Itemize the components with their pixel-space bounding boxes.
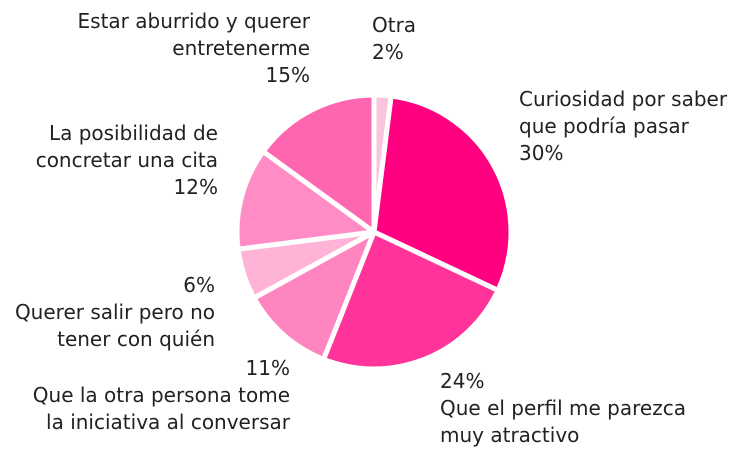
category-label: Estar aburrido y querer entretenerme xyxy=(77,9,310,60)
value-label: 15% xyxy=(265,63,310,87)
slice-label: La posibilidad de concretar una cita 12% xyxy=(0,120,218,201)
slice-label: 11% Que la otra persona tome la iniciativ… xyxy=(28,355,290,436)
value-label: 2% xyxy=(372,40,404,64)
category-label: Querer salir pero no tener con quién xyxy=(14,300,215,351)
category-label: Que la otra persona tome la iniciativa a… xyxy=(32,383,290,434)
category-label: Que el perfil me parezca muy atractivo xyxy=(440,396,686,447)
value-label: 24% xyxy=(440,369,485,393)
category-label: Curiosidad por saber que podría pasar xyxy=(519,87,728,138)
pie-slice xyxy=(371,93,514,293)
slice-label: Estar aburrido y querer entretenerme 15% xyxy=(65,8,310,89)
slice-label: Curiosidad por saber que podría pasar 30% xyxy=(519,86,749,167)
slice-label: 6% Querer salir pero no tener con quién xyxy=(0,272,215,353)
value-label: 11% xyxy=(245,356,290,380)
value-label: 12% xyxy=(173,175,218,199)
category-label: La posibilidad de concretar una cita xyxy=(35,121,218,172)
pie-slice xyxy=(234,148,377,252)
slice-label: 24% Que el perfil me parezca muy atractiv… xyxy=(440,368,702,449)
pie-slice xyxy=(251,229,377,362)
category-label: Otra xyxy=(372,13,417,37)
pie-slice xyxy=(260,92,377,235)
value-label: 6% xyxy=(183,273,215,297)
slice-label: Otra 2% xyxy=(372,12,482,66)
pie-slice xyxy=(321,229,501,372)
value-label: 30% xyxy=(519,141,564,165)
